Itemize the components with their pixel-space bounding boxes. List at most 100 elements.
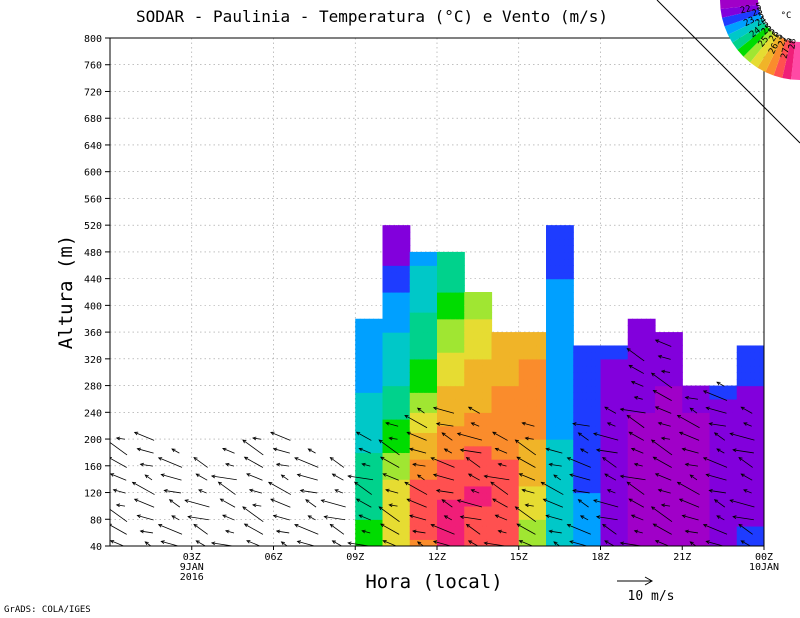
wind-arrow bbox=[456, 499, 483, 508]
temperature-cell bbox=[455, 465, 461, 474]
temperature-cell bbox=[427, 412, 434, 420]
temperature-cell bbox=[659, 465, 665, 474]
wind-arrow-shaft bbox=[268, 481, 291, 495]
temperature-cell bbox=[418, 485, 424, 494]
temperature-cell bbox=[396, 372, 402, 380]
temperature-cell bbox=[614, 358, 620, 367]
wind-arrow bbox=[657, 421, 671, 427]
temperature-cell bbox=[496, 358, 502, 367]
temperature-cell bbox=[523, 439, 529, 447]
temperature-field bbox=[355, 225, 764, 546]
wind-arrow bbox=[595, 448, 618, 454]
temperature-cell bbox=[437, 365, 443, 373]
temperature-cell bbox=[432, 352, 438, 360]
wind-arrow-shaft bbox=[604, 406, 617, 414]
temperature-cell bbox=[423, 292, 429, 300]
wind-arrow-shaft bbox=[276, 463, 290, 467]
temperature-cell bbox=[437, 398, 443, 407]
temperature-cell bbox=[655, 485, 661, 494]
temperature-cell bbox=[441, 278, 447, 286]
wind-arrow-head bbox=[378, 439, 383, 444]
temperature-cell bbox=[700, 398, 706, 407]
temperature-cell bbox=[400, 365, 406, 373]
temperature-cell bbox=[700, 532, 706, 540]
wind-arrow-shaft bbox=[412, 530, 426, 534]
temperature-cell bbox=[486, 352, 493, 360]
temperature-cell bbox=[405, 398, 411, 407]
temperature-cell bbox=[414, 539, 420, 546]
wind-arrow bbox=[553, 541, 561, 546]
temperature-cell bbox=[686, 512, 692, 520]
temperature-cell bbox=[564, 231, 570, 240]
temperature-cell bbox=[614, 519, 620, 527]
temperature-cell bbox=[400, 298, 406, 306]
temperature-cell bbox=[682, 505, 688, 514]
temperature-cell bbox=[446, 525, 452, 534]
x-tick-label: 15Z bbox=[510, 552, 528, 563]
wind-arrow-shaft bbox=[158, 524, 183, 535]
temperature-cell bbox=[400, 419, 406, 427]
temperature-cell bbox=[423, 512, 429, 520]
temperature-cell bbox=[645, 459, 652, 467]
wind-arrow-shaft bbox=[578, 499, 589, 508]
temperature-cell bbox=[736, 525, 742, 534]
temperature-cell bbox=[382, 385, 388, 393]
temperature-cell bbox=[650, 378, 656, 387]
wind-arrow-shaft bbox=[655, 473, 672, 481]
wind-arrow-shaft bbox=[689, 541, 697, 546]
temperature-cell bbox=[568, 285, 574, 293]
temperature-cell bbox=[414, 398, 420, 407]
temperature-cell bbox=[437, 352, 443, 360]
temperature-cell bbox=[564, 358, 570, 367]
temperature-cell bbox=[391, 539, 397, 546]
temperature-cell bbox=[377, 532, 384, 540]
temperature-cell bbox=[400, 485, 406, 494]
temperature-cell bbox=[727, 419, 733, 427]
temperature-cell bbox=[627, 492, 633, 500]
temperature-cell bbox=[564, 365, 570, 373]
temperature-cell bbox=[546, 459, 552, 467]
temperature-cell bbox=[632, 412, 638, 420]
temperature-cell bbox=[459, 365, 465, 373]
temperature-cell bbox=[614, 485, 620, 494]
temperature-cell bbox=[532, 452, 538, 460]
temperature-cell bbox=[364, 465, 370, 474]
temperature-cell bbox=[482, 425, 488, 433]
wind-arrow-shaft bbox=[498, 530, 507, 534]
temperature-cell bbox=[573, 425, 579, 433]
temperature-cell bbox=[477, 439, 484, 447]
temperature-cell bbox=[450, 338, 456, 347]
temperature-cell bbox=[632, 499, 638, 507]
wind-arrow-head bbox=[131, 481, 137, 486]
temperature-cell bbox=[568, 225, 574, 233]
wind-arrow-head bbox=[566, 457, 571, 461]
temperature-cell bbox=[387, 452, 393, 460]
temperature-cell bbox=[450, 312, 456, 320]
temperature-cell bbox=[441, 432, 447, 440]
temperature-cell bbox=[459, 412, 465, 420]
temperature-cell bbox=[682, 412, 688, 420]
temperature-cell bbox=[387, 312, 393, 320]
temperature-cell bbox=[568, 499, 574, 507]
temperature-cell bbox=[509, 439, 515, 447]
temperature-cell bbox=[477, 298, 484, 306]
wind-arrow-head bbox=[160, 540, 165, 544]
temperature-cell bbox=[700, 519, 706, 527]
wind-arrow-head bbox=[443, 515, 449, 519]
wind-arrow-shaft bbox=[628, 431, 645, 441]
temperature-cell bbox=[700, 492, 706, 500]
temperature-cell bbox=[668, 338, 674, 347]
temperature-cell bbox=[655, 519, 661, 527]
temperature-cell bbox=[518, 419, 524, 427]
temperature-cell bbox=[555, 251, 561, 260]
temperature-cell bbox=[664, 405, 670, 413]
temperature-cell bbox=[536, 499, 543, 507]
temperature-cell bbox=[591, 472, 597, 480]
temperature-cell bbox=[659, 345, 665, 353]
temperature-cell bbox=[468, 472, 474, 480]
temperature-cell bbox=[636, 318, 642, 327]
temperature-cell bbox=[541, 352, 547, 360]
temperature-cell bbox=[486, 459, 493, 467]
temperature-cell bbox=[459, 292, 465, 300]
temperature-cell bbox=[550, 419, 556, 427]
